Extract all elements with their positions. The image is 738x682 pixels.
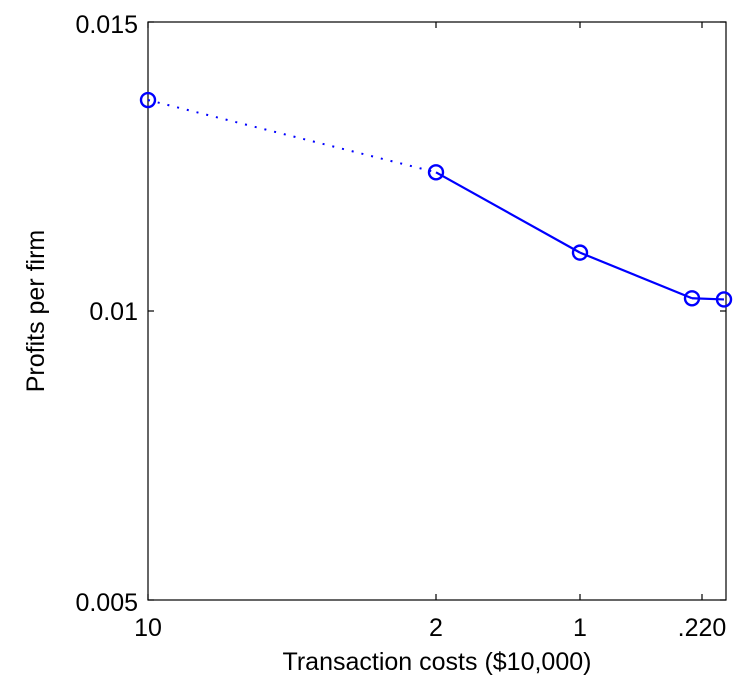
data-point-marker [139,91,157,109]
data-point-marker [571,244,589,261]
y-tick-label-middle: 0.01 [89,298,138,326]
x-tick-label-2: 2 [429,614,443,642]
data-point-marker [715,291,733,308]
solid-segment [691,297,725,301]
axis-ticks [147,21,726,601]
x-tick-label-220: .220 [678,614,727,642]
x-axis-label: Transaction costs ($10,000) [283,648,592,676]
data-point-marker [427,164,445,181]
x-tick-label-1: 1 [573,614,587,642]
y-axis-label: Profits per firm [22,230,50,393]
series-line [147,99,725,301]
data-point-marker [683,290,701,307]
y-tick-label-top: 0.015 [75,11,138,39]
solid-segment [435,171,581,254]
solid-segment [579,251,693,300]
plot-frame [147,21,727,601]
dotted-segment [147,99,437,174]
y-tick-label-bottom: 0.005 [75,589,138,617]
series-markers [139,91,733,308]
x-tick-label-10: 10 [134,614,162,642]
